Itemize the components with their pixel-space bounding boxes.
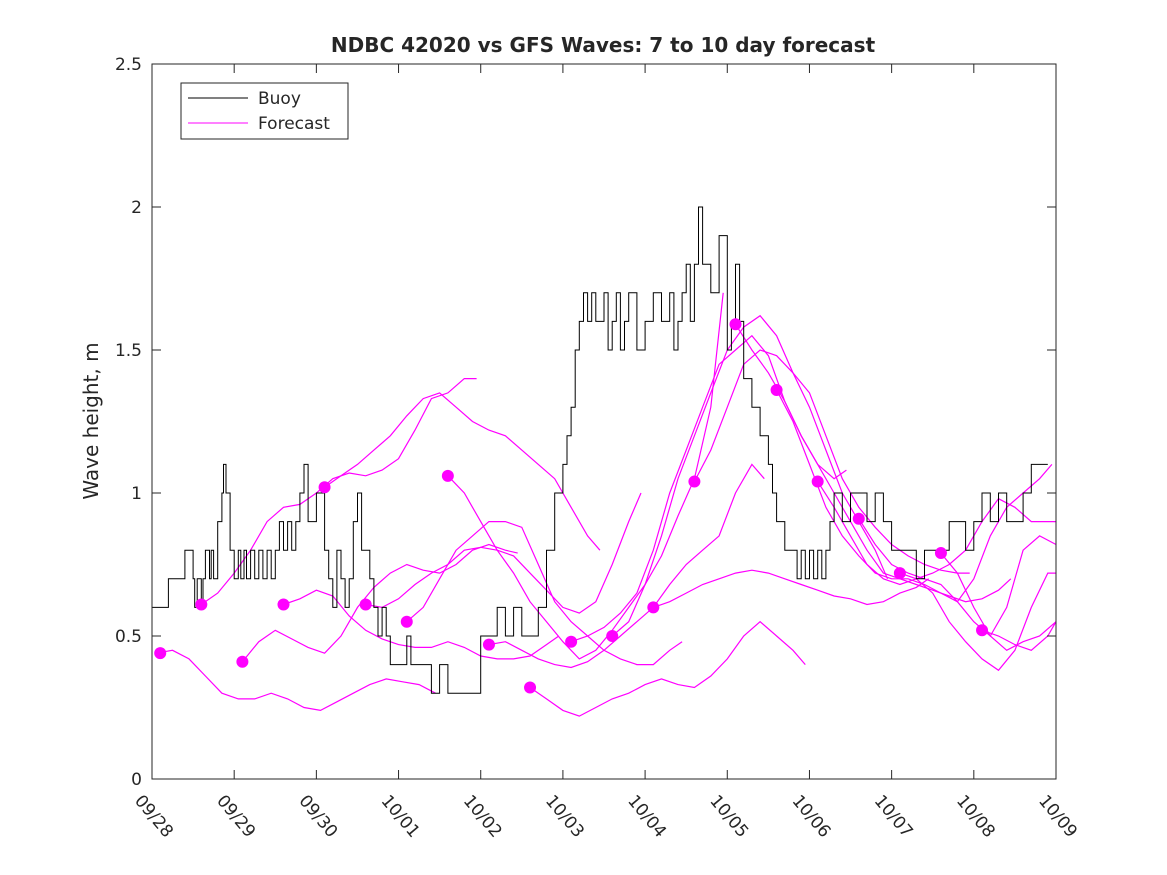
forecast-marker: [606, 630, 619, 642]
forecast-marker: [811, 475, 824, 488]
forecast-marker: [976, 624, 989, 637]
forecast-line: [447, 292, 724, 660]
buoy-line: [152, 206, 1048, 694]
y-tick-label: 0.5: [115, 627, 142, 647]
forecast-marker: [359, 598, 372, 611]
forecast-line: [241, 543, 518, 663]
forecast-marker: [647, 601, 660, 614]
forecast-marker: [277, 598, 290, 611]
forecast-line: [611, 314, 889, 637]
forecast-marker: [441, 469, 454, 482]
forecast-marker: [318, 481, 331, 494]
forecast-line: [858, 518, 1057, 637]
plot-frame: [151, 63, 1057, 780]
forecast-line: [488, 463, 765, 669]
forecast-marker: [688, 475, 701, 488]
forecast-marker: [770, 384, 783, 397]
forecast-marker: [482, 638, 495, 651]
forecast-line: [324, 392, 601, 551]
legend: Buoy Forecast: [180, 82, 349, 140]
legend-box: [180, 82, 349, 140]
forecast-line: [155, 649, 436, 712]
forecast-line: [365, 492, 642, 614]
forecast-marker: [893, 567, 906, 580]
forecast-marker: [524, 681, 537, 694]
forecast-marker: [195, 598, 208, 611]
forecast-line: [981, 621, 1057, 651]
forecast-marker: [565, 635, 578, 648]
legend-buoy-label: Buoy: [258, 89, 301, 109]
forecast-marker: [852, 512, 865, 525]
forecast-marker: [154, 647, 167, 660]
forecast-marker: [236, 655, 249, 668]
y-tick-label: 2.5: [115, 55, 142, 75]
y-tick-label: 1: [131, 484, 142, 504]
forecast-line: [653, 569, 929, 608]
marker-layer: [154, 318, 989, 694]
forecast-marker: [400, 615, 413, 628]
y-tick-label: 0: [131, 770, 142, 790]
forecast-line: [940, 552, 1057, 652]
forecast-line: [693, 349, 970, 574]
forecast-marker: [934, 547, 947, 560]
forecast-line: [529, 620, 806, 717]
y-tick-label: 2: [131, 198, 142, 218]
series-layer: [152, 206, 1057, 717]
forecast-line: [734, 323, 1012, 603]
y-axis-label: Wave height, m: [79, 342, 103, 499]
forecast-line: [283, 589, 560, 660]
forecast-line: [899, 572, 1056, 672]
forecast-marker: [729, 318, 742, 331]
legend-forecast-label: Forecast: [258, 114, 330, 134]
chart-title: NDBC 42020 vs GFS Waves: 7 to 10 day for…: [331, 33, 876, 57]
plot-area: [152, 64, 1056, 779]
y-tick-label: 1.5: [115, 341, 142, 361]
